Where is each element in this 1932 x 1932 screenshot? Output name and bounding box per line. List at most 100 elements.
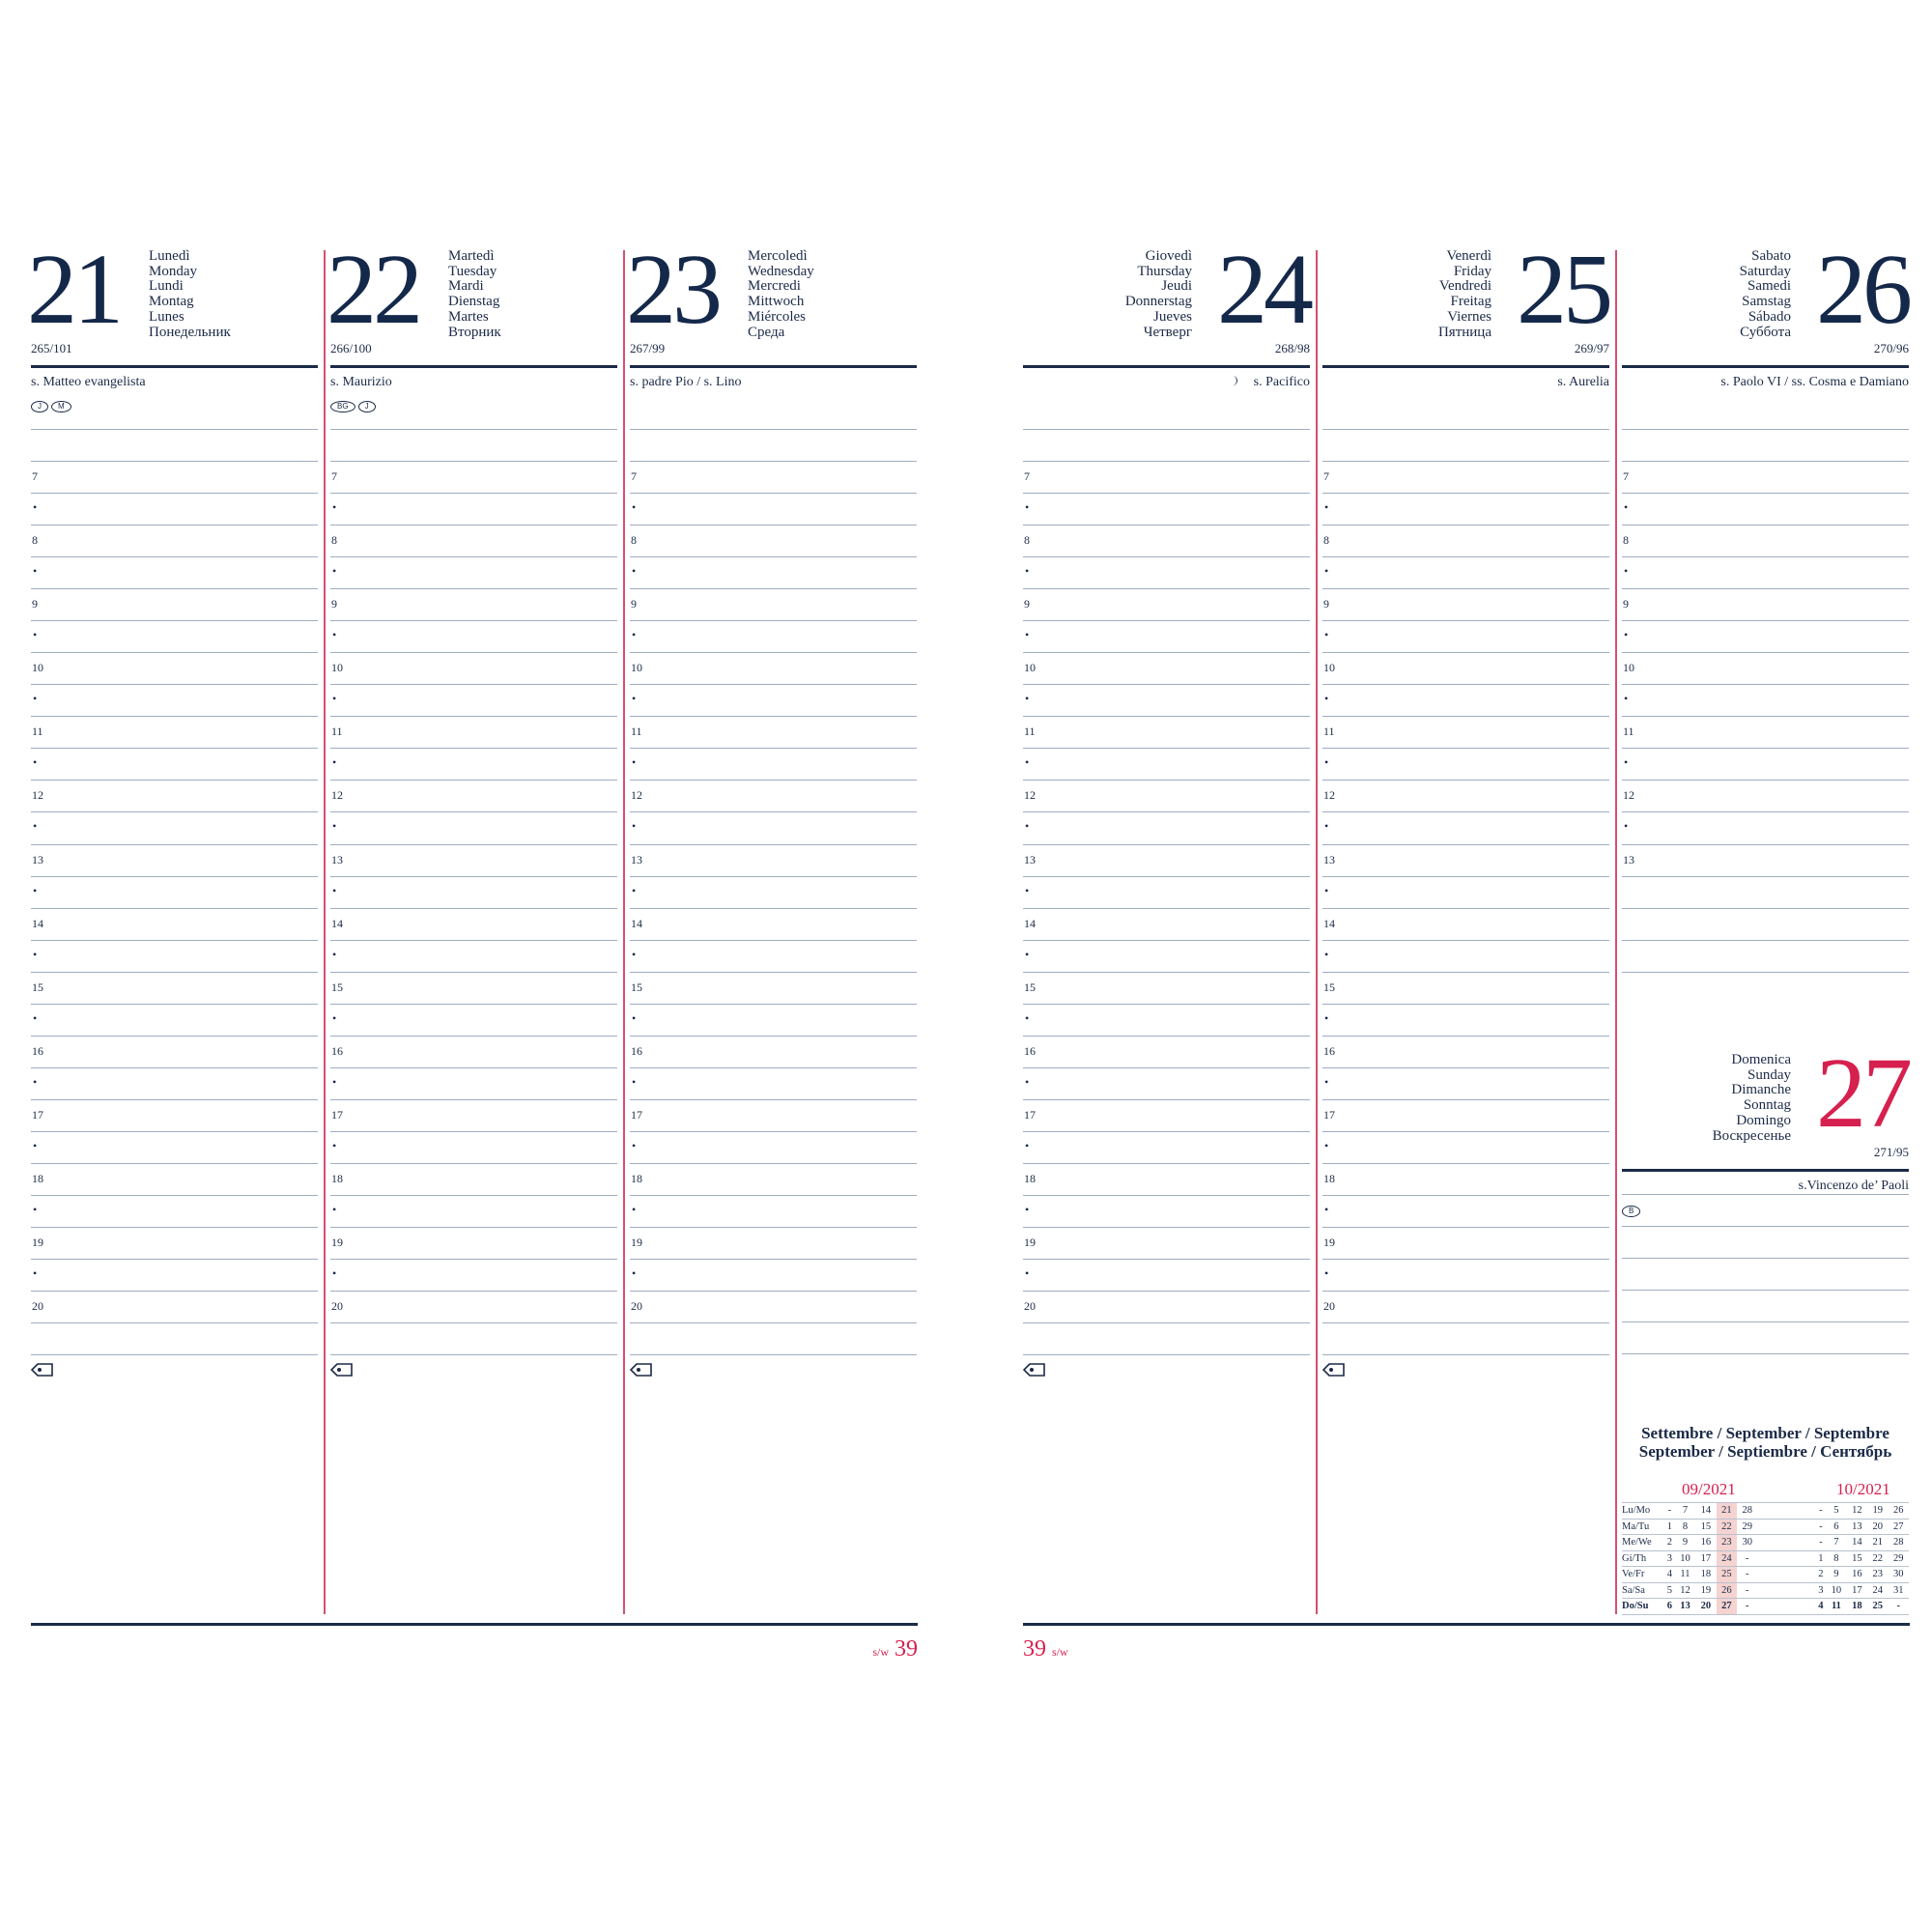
calendar-day[interactable]: 26 xyxy=(1716,1581,1738,1599)
ruled-line xyxy=(630,1194,917,1196)
calendar-day[interactable]: 29 xyxy=(1888,1549,1909,1567)
calendar-day[interactable]: 1 xyxy=(1664,1518,1675,1535)
calendar-day[interactable]: - xyxy=(1888,1598,1909,1615)
calendar-day[interactable]: - xyxy=(1737,1598,1758,1615)
calendar-day[interactable]: 7 xyxy=(1674,1502,1696,1519)
calendar-day[interactable]: 6 xyxy=(1664,1598,1675,1615)
calendar-day[interactable]: 30 xyxy=(1888,1566,1909,1582)
calendar-day[interactable]: 17 xyxy=(1695,1549,1717,1567)
half-hour-dot: • xyxy=(1324,755,1329,770)
calendar-day[interactable]: 18 xyxy=(1695,1566,1717,1582)
calendar-day[interactable]: - xyxy=(1815,1534,1827,1550)
ruled-line xyxy=(1322,493,1609,495)
bookmark-icon[interactable] xyxy=(1321,1363,1346,1381)
calendar-day[interactable]: 10 xyxy=(1674,1549,1696,1567)
calendar-day[interactable]: 9 xyxy=(1674,1534,1696,1550)
ruled-line xyxy=(330,493,617,495)
calendar-day[interactable]: - xyxy=(1737,1581,1758,1599)
calendar-day[interactable]: 30 xyxy=(1737,1534,1758,1550)
hour-label: 11 xyxy=(1323,724,1335,739)
calendar-day[interactable]: 15 xyxy=(1846,1549,1868,1567)
calendar-day[interactable]: 4 xyxy=(1815,1598,1827,1615)
calendar-day[interactable]: - xyxy=(1737,1566,1758,1582)
calendar-day[interactable]: 19 xyxy=(1867,1502,1889,1519)
calendar-day[interactable]: 2 xyxy=(1664,1534,1675,1550)
bookmark-icon[interactable] xyxy=(629,1363,653,1381)
calendar-day[interactable]: 31 xyxy=(1888,1581,1909,1599)
calendar-day[interactable]: - xyxy=(1737,1549,1758,1567)
ruled-line xyxy=(1023,461,1310,463)
calendar-day[interactable]: 4 xyxy=(1664,1566,1675,1582)
calendar-day[interactable]: 19 xyxy=(1695,1581,1717,1599)
calendar-day[interactable]: 5 xyxy=(1826,1502,1847,1519)
calendar-day[interactable]: 13 xyxy=(1846,1518,1868,1535)
calendar-day[interactable]: 16 xyxy=(1695,1534,1717,1550)
bookmark-icon[interactable] xyxy=(30,1363,54,1381)
calendar-day[interactable]: 18 xyxy=(1846,1598,1868,1615)
calendar-day[interactable]: 23 xyxy=(1716,1534,1738,1550)
calendar-day[interactable]: 12 xyxy=(1674,1581,1696,1599)
half-hour-dot: • xyxy=(1324,692,1329,706)
hour-label: 12 xyxy=(32,788,43,803)
calendar-day[interactable]: - xyxy=(1815,1502,1827,1519)
ruled-line xyxy=(1322,875,1609,877)
calendar-day[interactable]: 2 xyxy=(1815,1566,1827,1582)
calendar-day[interactable]: 8 xyxy=(1674,1518,1696,1535)
calendar-day[interactable]: 20 xyxy=(1867,1518,1889,1535)
calendar-day[interactable]: 28 xyxy=(1737,1502,1758,1519)
hour-label: 16 xyxy=(331,1043,343,1058)
calendar-day[interactable]: - xyxy=(1664,1502,1675,1519)
calendar-day[interactable]: 22 xyxy=(1716,1518,1738,1535)
calendar-day[interactable]: 24 xyxy=(1716,1549,1738,1567)
hour-label: 14 xyxy=(32,916,43,930)
calendar-day[interactable]: - xyxy=(1815,1518,1827,1535)
calendar-day[interactable]: 21 xyxy=(1716,1502,1738,1519)
calendar-day[interactable]: 28 xyxy=(1888,1534,1909,1550)
calendar-day[interactable]: 17 xyxy=(1846,1581,1868,1599)
calendar-day[interactable]: 6 xyxy=(1826,1518,1847,1535)
calendar-day[interactable]: 14 xyxy=(1846,1534,1868,1550)
calendar-day[interactable]: 21 xyxy=(1867,1534,1889,1550)
calendar-day[interactable]: 20 xyxy=(1695,1598,1717,1615)
ruled-line xyxy=(1622,939,1909,941)
weekday-name: Пятница xyxy=(1437,324,1492,340)
calendar-day[interactable]: 24 xyxy=(1867,1581,1889,1599)
calendar-day[interactable]: 27 xyxy=(1888,1518,1909,1535)
calendar-day[interactable]: 7 xyxy=(1826,1534,1847,1550)
calendar-day[interactable]: 10 xyxy=(1826,1581,1847,1599)
calendar-day[interactable]: 23 xyxy=(1867,1566,1889,1582)
bookmark-icon[interactable] xyxy=(1022,1363,1046,1381)
ruled-line xyxy=(1023,652,1310,654)
calendar-day[interactable]: 8 xyxy=(1826,1549,1847,1567)
bookmark-icon[interactable] xyxy=(329,1363,354,1381)
ruled-line xyxy=(1023,1354,1310,1356)
calendar-day[interactable]: 26 xyxy=(1888,1502,1909,1519)
calendar-day[interactable]: 22 xyxy=(1867,1549,1889,1567)
calendar-day[interactable]: 14 xyxy=(1695,1502,1717,1519)
calendar-day[interactable]: 27 xyxy=(1716,1598,1738,1615)
ruled-line xyxy=(1622,1353,1909,1355)
hour-label: 9 xyxy=(1024,597,1030,611)
calendar-day[interactable]: 1 xyxy=(1815,1549,1827,1567)
ruled-line xyxy=(1023,1322,1310,1324)
calendar-day[interactable]: 11 xyxy=(1674,1566,1696,1582)
hour-label: 15 xyxy=(331,980,343,994)
calendar-day[interactable]: 12 xyxy=(1846,1502,1868,1519)
half-hour-dot: • xyxy=(632,819,637,834)
calendar-day[interactable]: 9 xyxy=(1826,1566,1847,1582)
calendar-day[interactable]: 29 xyxy=(1737,1518,1758,1535)
calendar-day[interactable]: 13 xyxy=(1674,1598,1696,1615)
calendar-day[interactable]: 3 xyxy=(1664,1549,1675,1567)
calendar-day[interactable]: 3 xyxy=(1815,1581,1827,1599)
ruled-line xyxy=(630,493,917,495)
ruled-line xyxy=(1023,971,1310,973)
first-quarter-moon-icon xyxy=(1231,375,1254,389)
calendar-day[interactable]: 15 xyxy=(1695,1518,1717,1535)
calendar-day[interactable]: 25 xyxy=(1716,1566,1738,1582)
calendar-day[interactable]: 16 xyxy=(1846,1566,1868,1582)
calendar-day[interactable]: 25 xyxy=(1867,1598,1889,1615)
ruled-line xyxy=(330,620,617,622)
calendar-day[interactable]: 11 xyxy=(1826,1598,1847,1615)
weekday-name: Sonntag xyxy=(1743,1097,1791,1114)
calendar-day[interactable]: 5 xyxy=(1664,1581,1675,1599)
